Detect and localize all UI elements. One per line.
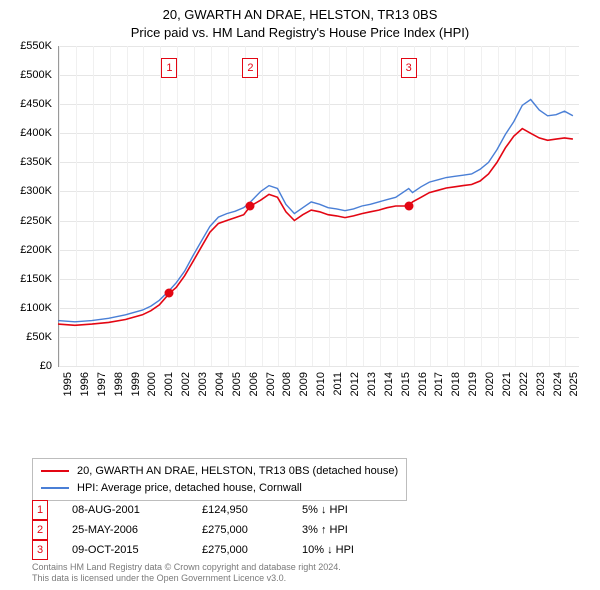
x-axis-label: 2009 [298,372,310,402]
x-axis-label: 2008 [281,372,293,402]
x-axis-label: 2017 [433,372,445,402]
title-line-2: Price paid vs. HM Land Registry's House … [0,24,600,42]
sale-price: £124,950 [202,504,302,516]
y-axis-label: £50K [10,331,52,343]
sales-table: 1 08-AUG-2001£124,9505% ↓ HPI 2 25-MAY-2006… [32,500,402,560]
legend-swatch [41,470,69,472]
x-axis-label: 1999 [130,372,142,402]
sale-row: 2 25-MAY-2006£275,0003% ↑ HPI [32,520,402,540]
chart-title: 20, GWARTH AN DRAE, HELSTON, TR13 0BS Pr… [0,0,600,41]
y-axis-label: £0 [10,360,52,372]
y-axis-label: £350K [10,156,52,168]
x-axis-label: 2014 [383,372,395,402]
x-axis-label: 2023 [535,372,547,402]
x-axis-label: 1996 [79,372,91,402]
sale-date: 08-AUG-2001 [72,504,202,516]
x-axis-label: 2015 [400,372,412,402]
x-axis-label: 2021 [501,372,513,402]
x-axis-label: 2020 [484,372,496,402]
legend-label: 20, GWARTH AN DRAE, HELSTON, TR13 0BS (d… [77,463,398,480]
x-axis-label: 2005 [231,372,243,402]
y-axis-label: £300K [10,185,52,197]
y-axis-label: £100K [10,302,52,314]
x-axis-label: 1998 [113,372,125,402]
sale-row: 3 09-OCT-2015£275,00010% ↓ HPI [32,540,402,560]
chart-svg [10,46,588,376]
x-axis-label: 2003 [197,372,209,402]
x-axis-label: 2019 [467,372,479,402]
sale-row: 1 08-AUG-2001£124,9505% ↓ HPI [32,500,402,520]
x-axis-label: 2001 [163,372,175,402]
sale-diff: 5% ↓ HPI [302,504,402,516]
legend-item: 20, GWARTH AN DRAE, HELSTON, TR13 0BS (d… [41,463,398,480]
sale-date: 25-MAY-2006 [72,524,202,536]
x-axis-label: 2007 [265,372,277,402]
x-axis-label: 2004 [214,372,226,402]
x-axis-label: 2013 [366,372,378,402]
footnote: Contains HM Land Registry data © Crown c… [32,562,341,585]
title-line-1: 20, GWARTH AN DRAE, HELSTON, TR13 0BS [0,6,600,24]
x-axis-label: 2016 [417,372,429,402]
sale-price: £275,000 [202,544,302,556]
x-axis-label: 2025 [568,372,580,402]
sale-marker-label: 1 [161,58,177,78]
x-axis-label: 1997 [96,372,108,402]
y-axis-label: £150K [10,273,52,285]
sale-number: 2 [32,520,48,540]
sale-marker-dot [165,289,174,298]
footnote-line-1: Contains HM Land Registry data © Crown c… [32,562,341,573]
sale-number: 1 [32,500,48,520]
y-axis-label: £500K [10,69,52,81]
legend: 20, GWARTH AN DRAE, HELSTON, TR13 0BS (d… [32,458,407,501]
sale-diff: 10% ↓ HPI [302,544,402,556]
sale-date: 09-OCT-2015 [72,544,202,556]
x-axis-label: 2024 [552,372,564,402]
chart-area: £0 £50K £100K £150K £200K £250K £300K £350K £400… [10,46,590,416]
x-axis-label: 2006 [248,372,260,402]
chart-container: 20, GWARTH AN DRAE, HELSTON, TR13 0BS Pr… [0,0,600,590]
legend-swatch [41,487,69,489]
x-axis-label: 2011 [332,372,344,402]
y-axis-label: £550K [10,40,52,52]
y-axis-label: £200K [10,244,52,256]
x-axis-label: 2010 [315,372,327,402]
sale-price: £275,000 [202,524,302,536]
sale-marker-dot [404,202,413,211]
x-axis-label: 2022 [518,372,530,402]
x-axis-label: 2012 [349,372,361,402]
y-axis-label: £250K [10,215,52,227]
sale-number: 3 [32,540,48,560]
sale-diff: 3% ↑ HPI [302,524,402,536]
legend-label: HPI: Average price, detached house, Corn… [77,480,302,497]
series-line [58,129,573,326]
footnote-line-2: This data is licensed under the Open Gov… [32,573,341,584]
sale-marker-label: 3 [401,58,417,78]
y-axis-label: £400K [10,127,52,139]
x-axis-label: 1995 [62,372,74,402]
y-axis-label: £450K [10,98,52,110]
x-axis-label: 2018 [450,372,462,402]
legend-item: HPI: Average price, detached house, Corn… [41,480,398,497]
sale-marker-dot [246,202,255,211]
x-axis-label: 2002 [180,372,192,402]
sale-marker-label: 2 [242,58,258,78]
x-axis-label: 2000 [146,372,158,402]
